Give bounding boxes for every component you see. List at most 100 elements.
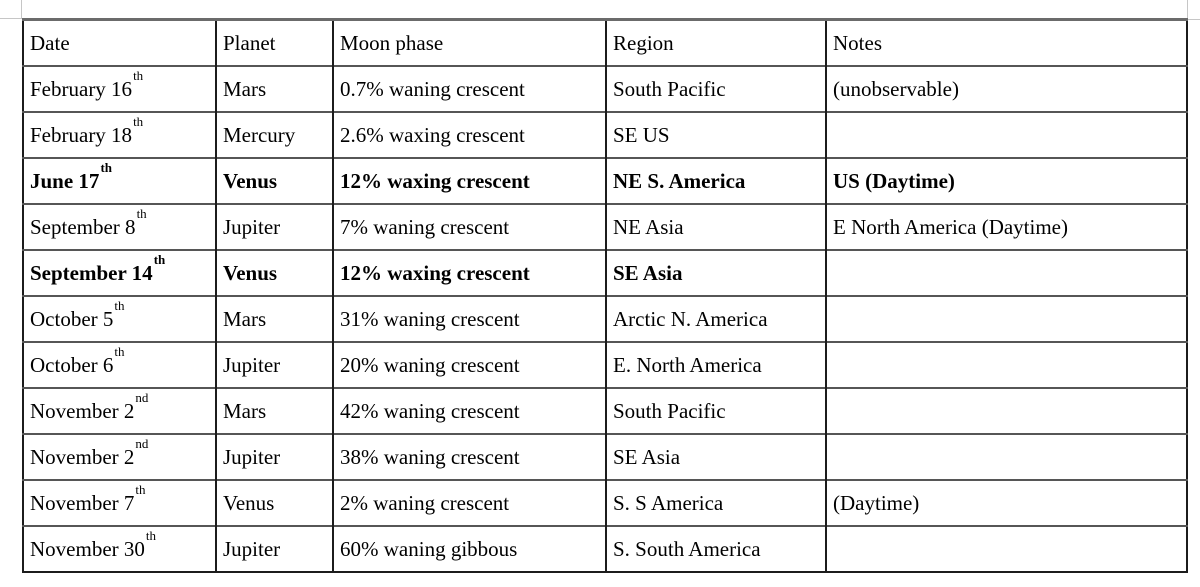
- date-text: October 6: [30, 352, 114, 377]
- date-text: November 30: [30, 536, 145, 561]
- date-text: February 18: [30, 122, 133, 147]
- text-boundary-guide-top-right-vertical: [1187, 0, 1188, 20]
- table-row: February 18th Mercury 2.6% waxing crescent…: [23, 111, 1187, 158]
- date-text: June 17: [30, 168, 100, 193]
- header-planet[interactable]: Planet: [215, 19, 333, 66]
- region-cell[interactable]: S. South America: [605, 525, 826, 572]
- date-cell[interactable]: November 30th: [23, 525, 216, 572]
- date-text: October 5: [30, 306, 114, 331]
- moon-phase-cell[interactable]: 31% waning crescent: [332, 295, 606, 342]
- date-cell[interactable]: June 17th: [23, 157, 216, 204]
- region-cell[interactable]: SE US: [605, 111, 826, 158]
- date-cell[interactable]: February 16th: [23, 65, 216, 112]
- notes-cell[interactable]: [825, 249, 1187, 296]
- date-ordinal-suffix: nd: [135, 389, 149, 405]
- moon-phase-cell[interactable]: 12% waxing crescent: [332, 249, 606, 296]
- text-boundary-guide-top-right-horizontal: [1187, 19, 1200, 20]
- header-moon-phase[interactable]: Moon phase: [332, 19, 606, 66]
- date-cell[interactable]: November 7th: [23, 479, 216, 526]
- notes-cell[interactable]: [825, 111, 1187, 158]
- date-text: November 2: [30, 398, 135, 423]
- region-cell[interactable]: South Pacific: [605, 387, 826, 434]
- text-boundary-guide-top-left-vertical: [21, 0, 22, 18]
- date-text: September 8: [30, 214, 136, 239]
- date-ordinal-suffix: th: [133, 67, 144, 83]
- date-ordinal-suffix: th: [145, 527, 157, 543]
- moon-phase-cell[interactable]: 7% waning crescent: [332, 203, 606, 250]
- date-ordinal-suffix: th: [100, 159, 112, 175]
- region-cell[interactable]: South Pacific: [605, 65, 826, 112]
- date-ordinal-suffix: th: [133, 113, 144, 129]
- table-row: October 5th Mars 31% waning crescent Arctic…: [23, 295, 1187, 342]
- notes-cell[interactable]: [825, 387, 1187, 434]
- date-cell[interactable]: October 5th: [23, 295, 216, 342]
- planet-cell[interactable]: Mercury: [215, 111, 333, 158]
- date-ordinal-suffix: th: [114, 297, 125, 313]
- moon-phase-cell[interactable]: 12% waxing crescent: [332, 157, 606, 204]
- date-cell[interactable]: September 8th: [23, 203, 216, 250]
- date-ordinal-suffix: th: [136, 205, 147, 221]
- table-body: Date Planet Moon phase Region Notes Febr…: [23, 19, 1187, 572]
- notes-cell[interactable]: [825, 341, 1187, 388]
- header-date[interactable]: Date: [30, 30, 70, 55]
- planet-cell[interactable]: Venus: [215, 249, 333, 296]
- planet-cell[interactable]: Venus: [215, 157, 333, 204]
- text-boundary-guide-top-left-horizontal: [0, 18, 22, 19]
- date-text: November 7: [30, 490, 135, 515]
- moon-phase-cell[interactable]: 2% waning crescent: [332, 479, 606, 526]
- moon-phase-cell[interactable]: 38% waning crescent: [332, 433, 606, 480]
- date-text: September 14: [30, 260, 153, 285]
- planet-cell[interactable]: Jupiter: [215, 341, 333, 388]
- date-ordinal-suffix: th: [114, 343, 125, 359]
- notes-cell[interactable]: (unobservable): [825, 65, 1187, 112]
- notes-cell[interactable]: [825, 295, 1187, 342]
- date-cell[interactable]: October 6th: [23, 341, 216, 388]
- header-region[interactable]: Region: [605, 19, 826, 66]
- notes-cell[interactable]: E North America (Daytime): [825, 203, 1187, 250]
- table-row: October 6th Jupiter 20% waning crescent E. …: [23, 341, 1187, 388]
- planet-cell[interactable]: Mars: [215, 65, 333, 112]
- notes-cell[interactable]: [825, 525, 1187, 572]
- notes-cell[interactable]: [825, 433, 1187, 480]
- notes-cell[interactable]: (Daytime): [825, 479, 1187, 526]
- moon-phase-cell[interactable]: 20% waning crescent: [332, 341, 606, 388]
- moon-phase-cell[interactable]: 60% waning gibbous: [332, 525, 606, 572]
- date-text: November 2: [30, 444, 135, 469]
- table-row: June 17th Venus 12% waxing crescent NE S. A…: [23, 157, 1187, 204]
- date-cell[interactable]: September 14th: [23, 249, 216, 296]
- table-row: September 8th Jupiter 7% waning crescent NE…: [23, 203, 1187, 250]
- table-header-row: Date Planet Moon phase Region Notes: [23, 19, 1187, 66]
- planet-cell[interactable]: Mars: [215, 387, 333, 434]
- region-cell[interactable]: Arctic N. America: [605, 295, 826, 342]
- region-cell[interactable]: S. S America: [605, 479, 826, 526]
- region-cell[interactable]: NE S. America: [605, 157, 826, 204]
- region-cell[interactable]: NE Asia: [605, 203, 826, 250]
- table-row: November 2nd Mars 42% waning crescent South…: [23, 387, 1187, 434]
- date-ordinal-suffix: th: [135, 481, 146, 497]
- date-cell[interactable]: November 2nd: [23, 433, 216, 480]
- table-row: November 30th Jupiter 60% waning gibbous S.…: [23, 525, 1187, 572]
- region-cell[interactable]: SE Asia: [605, 433, 826, 480]
- notes-cell[interactable]: US (Daytime): [825, 157, 1187, 204]
- date-cell[interactable]: November 2nd: [23, 387, 216, 434]
- moon-phase-cell[interactable]: 2.6% waxing crescent: [332, 111, 606, 158]
- header-notes[interactable]: Notes: [825, 19, 1187, 66]
- moon-phase-cell[interactable]: 42% waning crescent: [332, 387, 606, 434]
- table-row: September 14th Venus 12% waxing crescent SE…: [23, 249, 1187, 296]
- table-row: February 16th Mars 0.7% waning crescent Sou…: [23, 65, 1187, 112]
- table-row: November 2nd Jupiter 38% waning crescent SE…: [23, 433, 1187, 480]
- region-cell[interactable]: SE Asia: [605, 249, 826, 296]
- date-cell[interactable]: February 18th: [23, 111, 216, 158]
- planet-occultation-table: Date Planet Moon phase Region Notes Febr…: [22, 18, 1188, 573]
- planet-cell[interactable]: Jupiter: [215, 203, 333, 250]
- date-ordinal-suffix: th: [153, 251, 166, 267]
- planet-cell[interactable]: Mars: [215, 295, 333, 342]
- planet-cell[interactable]: Jupiter: [215, 525, 333, 572]
- planet-cell[interactable]: Jupiter: [215, 433, 333, 480]
- date-ordinal-suffix: nd: [135, 435, 149, 451]
- planet-cell[interactable]: Venus: [215, 479, 333, 526]
- table-row: November 7th Venus 2% waning crescent S. S …: [23, 479, 1187, 526]
- region-cell[interactable]: E. North America: [605, 341, 826, 388]
- moon-phase-cell[interactable]: 0.7% waning crescent: [332, 65, 606, 112]
